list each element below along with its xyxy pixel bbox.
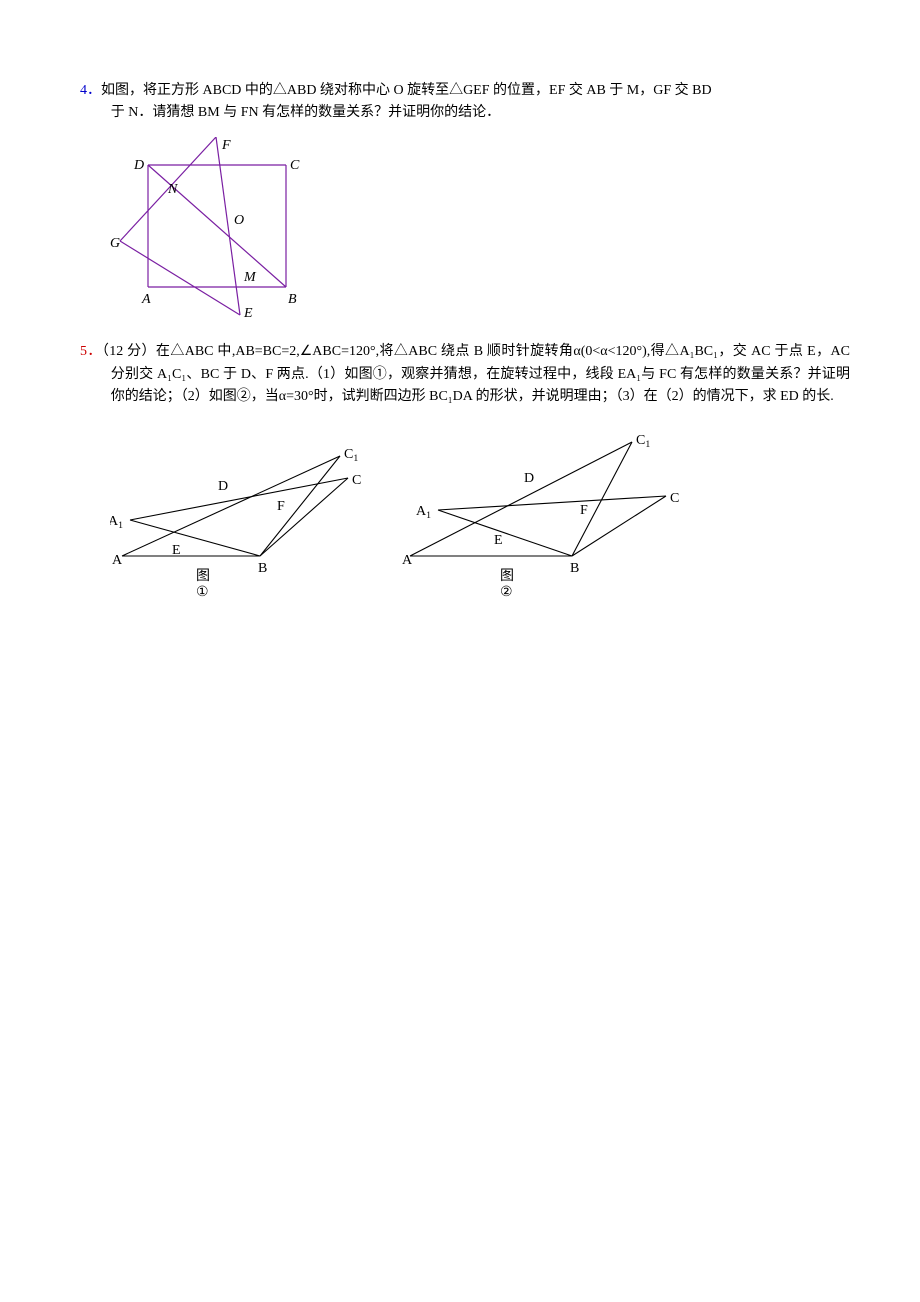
- problem-5-body: （12 分）在△ABC 中,AB=BC=2,∠ABC=120°,将△ABC 绕点…: [102, 344, 850, 404]
- problem-5: 5．（12 分）在△ABC 中,AB=BC=2,∠ABC=120°,将△ABC …: [80, 341, 850, 607]
- svg-text:E: E: [172, 543, 181, 558]
- svg-text:②: ②: [500, 585, 513, 598]
- svg-text:E: E: [243, 306, 253, 319]
- problem-4-text: 4．如图，将正方形 ABCD 中的△ABD 绕对称中心 O 旋转至△GEF 的位…: [80, 80, 850, 102]
- figure-4-svg: A B C D O G E F M N: [110, 137, 300, 319]
- svg-text:D: D: [218, 479, 228, 494]
- figure-4-wrap: A B C D O G E F M N: [110, 137, 850, 327]
- svg-text:A1: A1: [110, 514, 123, 531]
- svg-text:C1: C1: [636, 433, 650, 450]
- svg-text:图: 图: [500, 569, 514, 584]
- problem-4-line1: 如图，将正方形 ABCD 中的△ABD 绕对称中心 O 旋转至△GEF 的位置，…: [101, 83, 712, 98]
- svg-text:B: B: [258, 561, 267, 576]
- svg-text:E: E: [494, 533, 503, 548]
- svg-text:F: F: [221, 138, 231, 153]
- problem-5-text: 5．（12 分）在△ABC 中,AB=BC=2,∠ABC=120°,将△ABC …: [80, 341, 850, 408]
- svg-text:A: A: [141, 292, 151, 307]
- problem-4: 4．如图，将正方形 ABCD 中的△ABD 绕对称中心 O 旋转至△GEF 的位…: [80, 80, 850, 327]
- svg-text:F: F: [277, 499, 285, 514]
- svg-text:A: A: [112, 553, 123, 568]
- svg-text:O: O: [234, 213, 244, 228]
- svg-text:F: F: [580, 503, 588, 518]
- problem-4-number: 4．: [80, 83, 101, 98]
- figure-5-1-svg: A B D E F A1 C1 C 图①: [110, 428, 370, 598]
- svg-text:C: C: [352, 473, 361, 488]
- figure-5-1-wrap: A B D E F A1 C1 C 图①: [110, 428, 370, 606]
- svg-text:①: ①: [196, 585, 209, 598]
- svg-text:图: 图: [196, 569, 210, 584]
- svg-text:A: A: [402, 553, 413, 568]
- svg-text:C1: C1: [344, 447, 358, 464]
- figure-5-row: ABDEFA1C1C图① ABDEFA1C1C图②: [110, 428, 850, 606]
- svg-text:N: N: [167, 182, 178, 197]
- svg-text:A1: A1: [416, 504, 431, 521]
- svg-text:G: G: [110, 236, 120, 251]
- svg-text:C: C: [670, 491, 679, 506]
- svg-text:C: C: [290, 158, 300, 173]
- problem-5-number: 5．: [80, 344, 102, 359]
- problem-4-text-line2: 于 N．请猜想 BM 与 FN 有怎样的数量关系？并证明你的结论．: [80, 102, 850, 124]
- svg-text:M: M: [243, 270, 257, 285]
- svg-text:D: D: [133, 158, 144, 173]
- problem-4-line2: 于 N．请猜想 BM 与 FN 有怎样的数量关系？并证明你的结论．: [111, 105, 500, 120]
- svg-text:B: B: [288, 292, 297, 307]
- figure-5-2-wrap: A B D E F A1 C1 C 图②: [400, 428, 680, 606]
- figure-5-2-svg: A B D E F A1 C1 C 图②: [400, 428, 680, 598]
- svg-text:B: B: [570, 561, 579, 576]
- svg-text:D: D: [524, 471, 534, 486]
